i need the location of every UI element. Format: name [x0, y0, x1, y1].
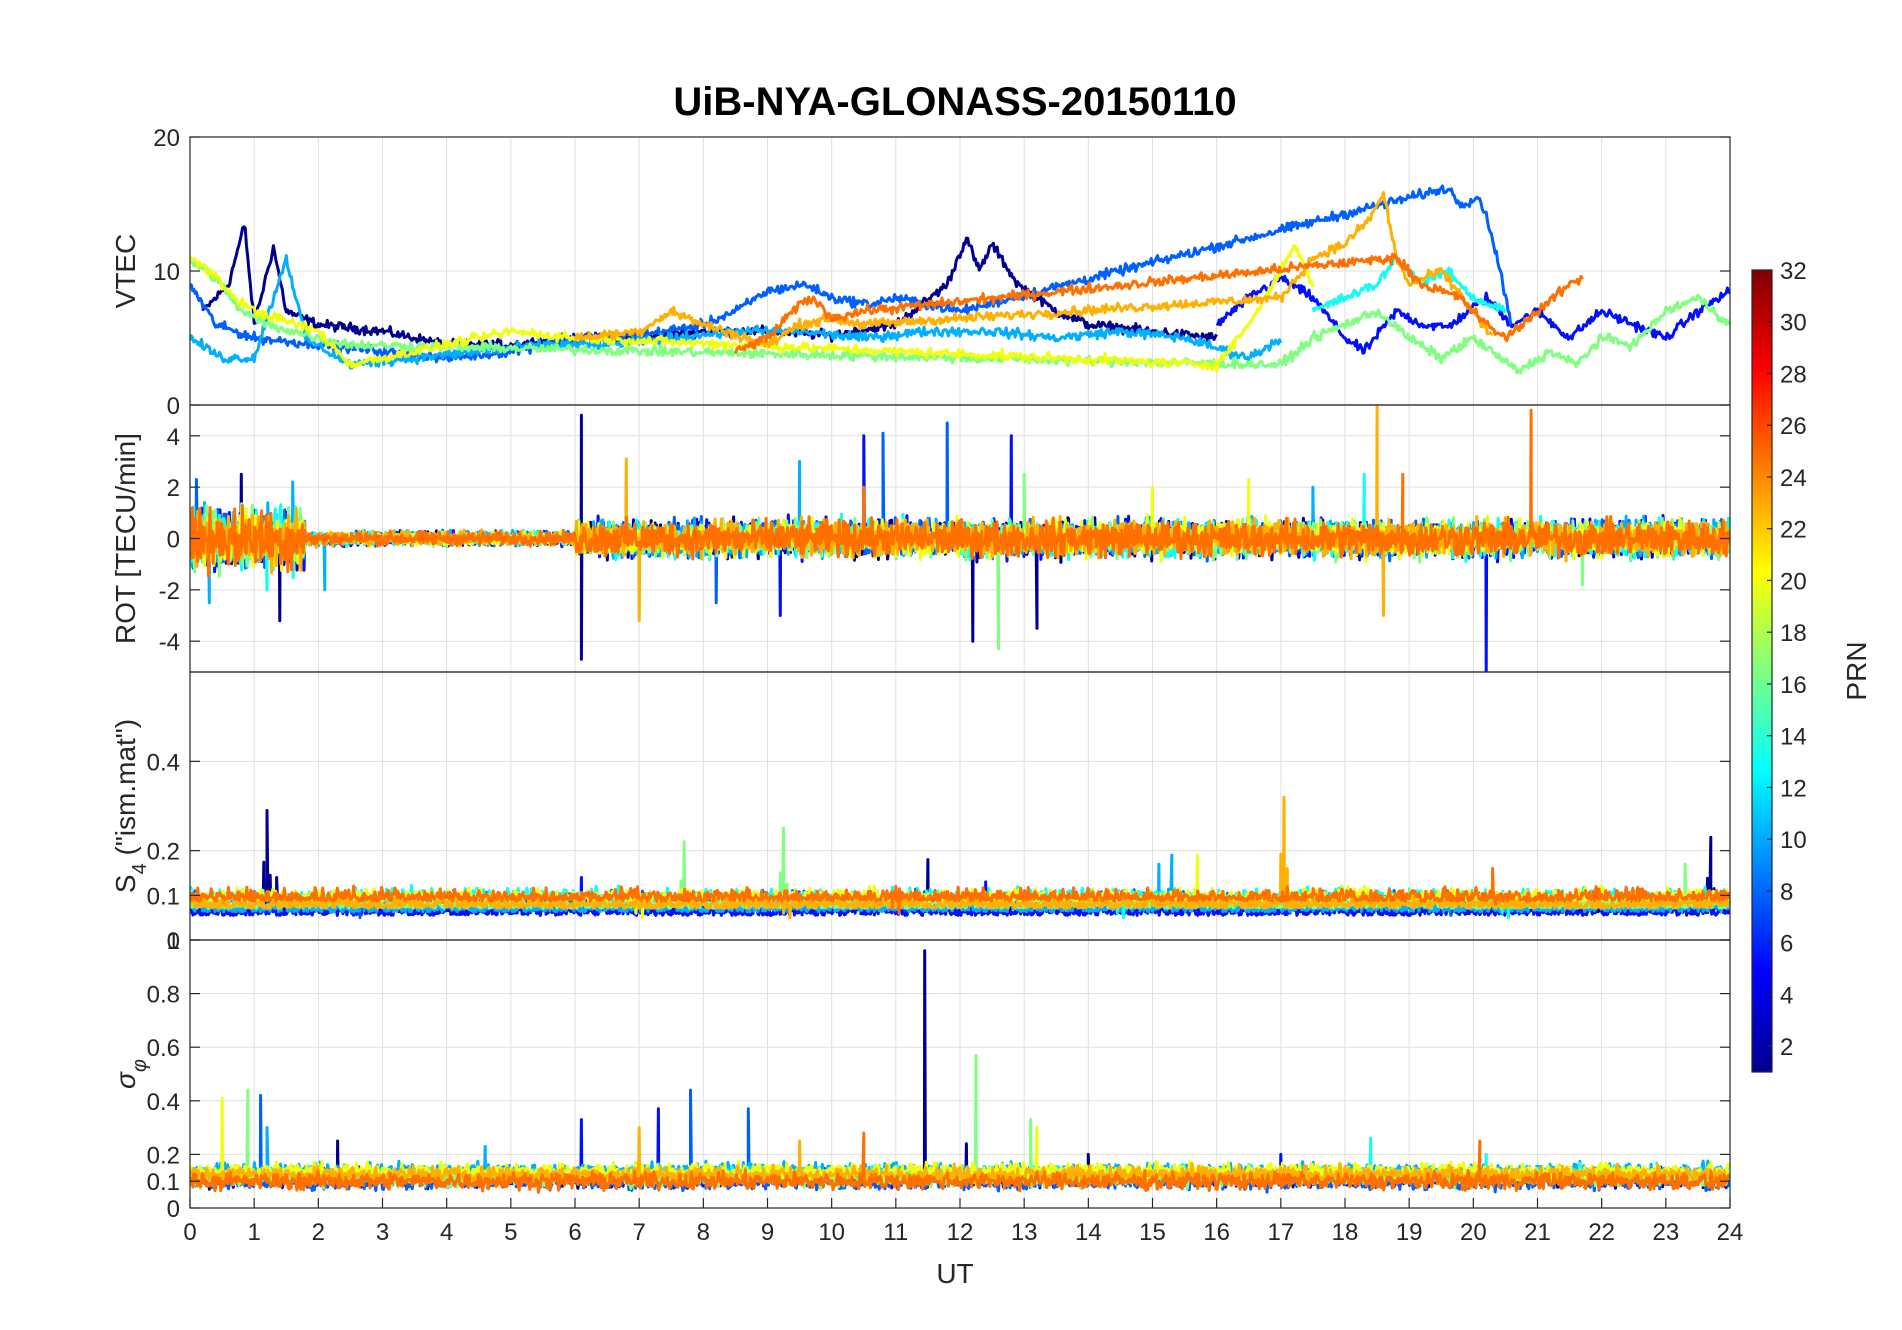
x-tick-label: 1: [247, 1219, 260, 1246]
y-tick-label: 1: [167, 928, 180, 955]
y-axis-label-sigphi: σφ: [110, 1059, 151, 1089]
colorbar-tick-label: 20: [1780, 568, 1807, 595]
y-tick-label: 2: [167, 475, 180, 502]
colorbar-tick-label: 10: [1780, 827, 1807, 854]
y-tick-label: 0: [167, 527, 180, 554]
x-tick-label: 5: [504, 1219, 517, 1246]
series-prn-24-sigphi: [190, 1131, 1730, 1194]
x-tick-label: 16: [1203, 1219, 1230, 1246]
y-tick-label: 20: [153, 125, 180, 152]
y-tick-label: 0.2: [147, 1142, 180, 1169]
series-prn-24-s4: [190, 867, 1730, 915]
x-tick-label: 15: [1139, 1219, 1166, 1246]
x-tick-label: 13: [1011, 1219, 1038, 1246]
y-axis-label-rot: ROT [TECU/min]: [110, 433, 141, 644]
x-tick-label: 6: [568, 1219, 581, 1246]
x-tick-label: 24: [1717, 1219, 1744, 1246]
x-tick-label: 22: [1588, 1219, 1615, 1246]
colorbar-tick-label: 12: [1780, 775, 1807, 802]
x-tick-label: 11: [883, 1219, 908, 1246]
series-group-vtec: [190, 184, 1730, 375]
series-prn-24-vtec: [733, 252, 1584, 354]
colorbar-tick-label: 6: [1780, 931, 1793, 958]
series-group-sigphi: [190, 949, 1730, 1194]
panel-rot: -4 -2 0 2 4 ROT [TECU/min]: [110, 404, 1731, 673]
y-tick-label: 0.2: [147, 839, 180, 866]
y-tick-label: 0: [167, 393, 180, 420]
y-tick-label: -2: [159, 578, 180, 605]
x-tick-label: 9: [761, 1219, 774, 1246]
y-tick-label: 4: [167, 424, 180, 451]
colorbar-tick-label: 14: [1780, 724, 1807, 751]
y-tick-label: 0: [167, 928, 180, 955]
y-tick-label: 0.4: [147, 1089, 180, 1116]
x-tick-label: 20: [1460, 1219, 1487, 1246]
y-tick-label: 0.1: [147, 883, 180, 910]
series-prn-22-sigphi: [190, 1126, 1730, 1188]
x-tick-label: 3: [376, 1219, 389, 1246]
x-tick-label: 19: [1396, 1219, 1423, 1246]
colorbar-tick-label: 2: [1780, 1034, 1793, 1061]
x-tick-label: 12: [947, 1219, 974, 1246]
series-group-rot: [190, 405, 1730, 672]
colorbar-tick-label: 4: [1780, 982, 1793, 1009]
x-tick-label: 7: [632, 1219, 645, 1246]
y-tick-label: -4: [159, 629, 180, 656]
panel-vtec: 0 10 20 VTEC: [110, 125, 1731, 420]
y-tick-label: 0.1: [147, 1169, 180, 1196]
colorbar-tick-label: 16: [1780, 672, 1807, 699]
x-tick-label: 17: [1267, 1219, 1294, 1246]
x-axis: 0 1 2 3 4 5 6 7 8 9 10 11 12 13 14 15 16 17 18 19 20 21 22 23 24: [183, 1198, 1743, 1246]
series-prn-5-vtec: [1215, 274, 1730, 355]
colorbar-tick-label: 26: [1780, 413, 1807, 440]
series-prn-22-s4: [190, 795, 1730, 920]
y-axis-label-s4: S4 ("ism.mat"): [110, 719, 151, 893]
y-tick-label: 0.8: [147, 982, 180, 1009]
chart-title: UiB-NYA-GLONASS-20150110: [673, 80, 1236, 124]
x-tick-label: 21: [1524, 1219, 1551, 1246]
series-group-s4: [190, 795, 1730, 920]
colorbar-tick-label: 8: [1780, 879, 1793, 906]
y-tick-label: 0.4: [147, 749, 180, 776]
y-axis-label-vtec: VTEC: [110, 234, 141, 309]
x-tick-label: 18: [1332, 1219, 1359, 1246]
x-tick-label: 14: [1075, 1219, 1102, 1246]
colorbar-tick-label: 18: [1780, 620, 1807, 647]
y-tick-label: 0: [167, 1196, 180, 1223]
y-tick-label: 0.6: [147, 1035, 180, 1062]
colorbar-tick-label: 28: [1780, 361, 1807, 388]
x-tick-label: 8: [697, 1219, 710, 1246]
x-axis-label: UT: [936, 1258, 973, 1289]
series-prn-24-rot: [190, 408, 1730, 578]
colorbar-label: PRN: [1841, 641, 1872, 700]
x-tick-label: 23: [1652, 1219, 1679, 1246]
x-tick-label: 0: [183, 1219, 196, 1246]
colorbar-tick-label: 32: [1780, 258, 1807, 285]
colorbar-tick-label: 22: [1780, 517, 1807, 544]
x-tick-label: 10: [818, 1219, 845, 1246]
colorbar-gradient: [1751, 269, 1773, 1073]
colorbar-tick-label: 24: [1780, 465, 1807, 492]
x-tick-label: 4: [440, 1219, 453, 1246]
x-tick-label: 2: [312, 1219, 325, 1246]
y-tick-label: 10: [153, 259, 180, 286]
panel-s4: 0 0.1 0.2 0.4S4 ("ism.mat"): [110, 671, 1731, 955]
series-prn-22-vtec: [573, 190, 1493, 349]
colorbar-tick-label: 30: [1780, 310, 1807, 337]
